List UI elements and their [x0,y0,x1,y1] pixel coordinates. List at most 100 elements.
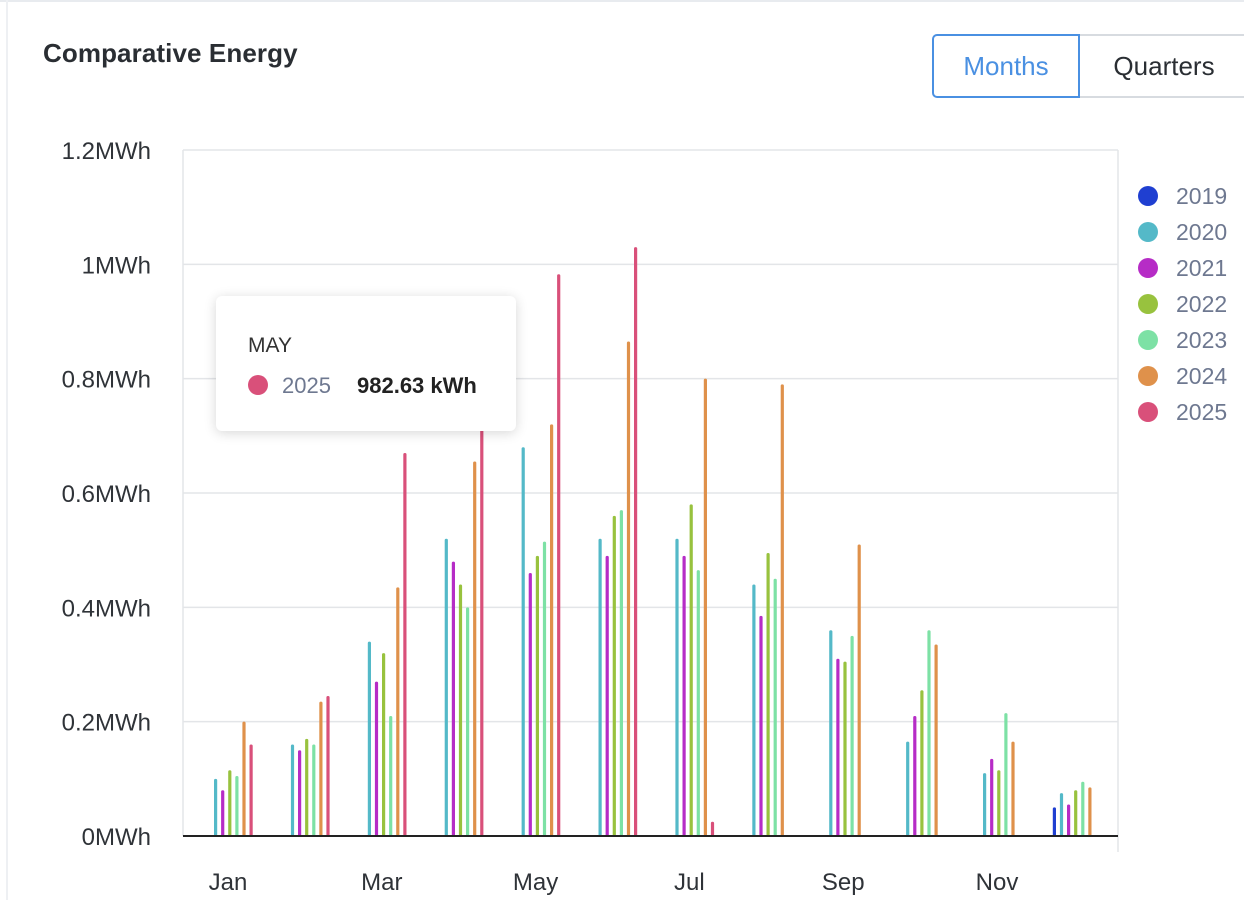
y-tick-label: 0MWh [82,824,151,851]
bar-2022-aug [766,553,770,836]
bar-2023-nov [1004,713,1008,836]
bar-2020-jun [598,538,602,836]
bar-2023-jul [696,570,700,836]
bar-2025-apr [480,424,484,836]
bar-2021-feb [298,750,302,836]
legend-label-2021: 2021 [1176,255,1227,281]
bar-2021-sep [836,658,840,836]
legend-label-2023: 2023 [1176,327,1227,353]
bar-2020-dec [1059,793,1064,836]
bar-2021-may [528,573,532,836]
bar-2022-nov [997,770,1001,836]
bar-2024-sep [857,544,861,836]
bar-2024-dec [1088,787,1092,836]
bar-2020-jul [675,538,679,836]
months-button[interactable]: Months [932,34,1080,98]
bar-2023-jan [235,775,239,836]
bar-2023-feb [312,744,316,836]
bar-2023-dec [1081,781,1085,836]
bar-2025-jun [634,247,638,836]
top-border [0,0,1244,2]
legend-swatch-2020 [1138,222,1158,242]
left-border [6,0,8,900]
legend-label-2025: 2025 [1176,399,1227,425]
bar-2025-mar [403,452,407,836]
bar-2022-jun [612,515,616,836]
bar-2024-feb [319,701,323,836]
bar-2022-may [535,555,539,836]
bar-2025-may [557,274,561,836]
legend-swatch-2023 [1138,330,1158,350]
bar-2022-dec [1074,790,1078,836]
bar-2023-sep [850,635,854,836]
x-tick-label: May [513,869,558,896]
bar-2020-nov [983,773,987,836]
bar-2022-jan [228,770,232,836]
bar-2024-apr [473,461,477,836]
tooltip-month: MAY [248,334,292,357]
bar-2024-jan [242,721,246,836]
bar-2022-feb [305,738,309,836]
quarters-button[interactable]: Quarters [1080,34,1244,98]
bar-2024-nov [1011,741,1015,836]
bar-2024-mar [396,587,400,836]
x-tick-label: Jul [674,869,705,896]
legend-label-2019: 2019 [1176,183,1227,209]
legend-label-2024: 2024 [1176,363,1227,389]
bar-2021-mar [374,681,379,836]
legend-swatch-2024 [1138,366,1158,386]
bar-2021-jun [605,555,609,836]
legend-swatch-2019 [1138,186,1158,206]
bar-2022-oct [920,690,924,836]
bar-2021-dec [1067,804,1071,836]
legend-label-2022: 2022 [1176,291,1227,317]
bar-2024-aug [780,384,784,836]
bar-2024-jul [703,378,707,836]
bar-2021-jul [682,555,686,836]
bar-2024-may [550,424,554,836]
tooltip-series-dot [248,375,268,395]
x-tick-label: Sep [822,869,865,896]
bar-2021-nov [990,758,994,836]
bar-2025-jan [249,744,253,836]
bar-2020-jan [214,778,218,836]
bar-2020-oct [906,741,910,836]
bar-2022-jul [689,504,693,836]
bar-2023-may [542,541,547,836]
bar-2020-mar [367,641,371,836]
bar-2023-jun [619,510,623,836]
bar-2022-sep [843,661,847,836]
y-tick-label: 1.2MWh [62,138,151,165]
legend-label-2020: 2020 [1176,219,1227,245]
bar-2020-may [521,447,525,836]
tooltip-value: 982.63 kWh [357,373,477,398]
x-tick-label: Nov [976,869,1019,896]
bar-2021-oct [913,715,917,836]
bar-2023-aug [773,578,777,836]
chart-tooltip: MAY 2025 982.63 kWh [216,296,516,431]
bar-2020-feb [290,744,295,836]
bar-2025-jul [710,821,715,836]
bar-2020-apr [444,538,448,836]
bar-2020-sep [829,630,833,836]
bar-2023-oct [927,630,931,836]
bar-2024-jun [626,341,631,836]
y-tick-label: 0.2MWh [62,710,151,737]
bar-2023-apr [466,607,470,836]
x-tick-label: Jan [209,869,248,896]
period-toggle: Months Quarters [932,34,1244,98]
bar-2019-dec [1052,807,1056,836]
bar-2024-oct [934,644,938,836]
y-tick-label: 0.8MWh [62,367,151,394]
bar-2025-feb [326,695,330,836]
bar-2021-jan [221,790,225,836]
y-tick-label: 0.4MWh [62,595,151,622]
x-tick-label: Mar [361,869,402,896]
legend-swatch-2021 [1138,258,1158,278]
bar-2022-mar [382,653,386,836]
legend-swatch-2022 [1138,294,1158,314]
bar-2020-aug [752,584,756,836]
tooltip-series-name: 2025 [282,373,331,398]
y-tick-label: 1MWh [82,252,151,279]
bar-2022-apr [458,584,463,836]
